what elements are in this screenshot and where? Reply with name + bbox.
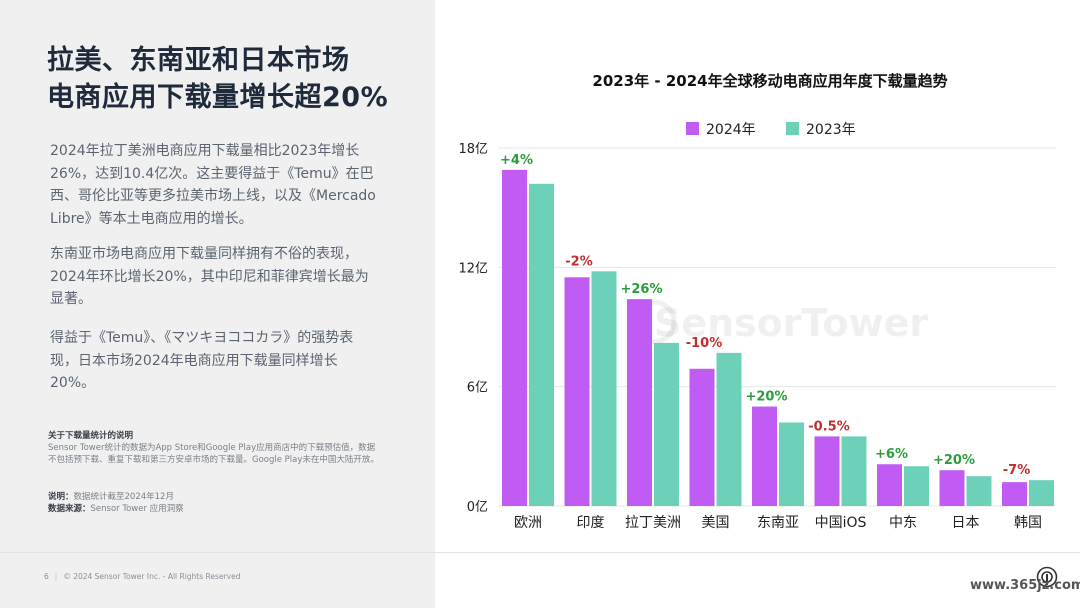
chart-watermark-text: SensorTower [654, 301, 929, 345]
bar-2024 [627, 299, 652, 506]
bar-2023 [966, 476, 992, 506]
x-category-label: 美国 [702, 515, 730, 531]
bar-2023 [654, 342, 679, 506]
left-panel [0, 0, 435, 608]
change-label: +26% [620, 282, 662, 297]
x-category-label: 韩国 [1014, 515, 1042, 531]
bar-2023 [1029, 480, 1054, 506]
x-category-label: 中国iOS [815, 515, 867, 531]
bar-2024 [1002, 482, 1027, 506]
bar-2024 [689, 368, 715, 506]
note-desc: 数据统计截至2024年12月 [73, 492, 174, 502]
bar-2023 [841, 436, 867, 506]
legend-label-2024: 2024年 [706, 122, 756, 138]
change-label: +20% [745, 390, 787, 405]
change-label: +20% [933, 453, 975, 468]
bar-2023 [779, 422, 804, 506]
change-label: -10% [686, 336, 723, 351]
chart-area: 2023年 - 2024年全球移动电商应用年度下载量趋势 2024年 2023年 0亿… [436, 0, 1080, 608]
x-category-label: 拉丁美洲 [625, 515, 681, 531]
change-label: +6% [875, 447, 908, 462]
x-category-label: 日本 [952, 515, 980, 531]
change-label: -2% [565, 254, 592, 269]
note-title: 关于下载量统计的说明 [48, 431, 134, 441]
legend-label-2023: 2023年 [806, 122, 856, 138]
title-line-2: 电商应用下载量增长超20% [47, 82, 389, 113]
y-tick-label: 12亿 [458, 261, 488, 276]
bar-2024 [502, 169, 527, 506]
note-body: Sensor Tower统计的数据为App Store和Google Play应… [48, 443, 379, 465]
bar-chart: 2023年 - 2024年全球移动电商应用年度下载量趋势 2024年 2023年 0亿… [458, 72, 1056, 531]
note-desc-label: 说明： [48, 492, 74, 502]
x-category-label: 中东 [889, 515, 917, 531]
bar-2024 [752, 406, 777, 506]
bar-2024 [814, 436, 840, 506]
page-title: 拉美、东南亚和日本市场 电商应用下载量增长超20% [47, 42, 427, 116]
x-category-label: 东南亚 [757, 515, 799, 531]
y-tick-label: 6亿 [467, 381, 488, 396]
sensor-tower-logo-icon [1036, 566, 1058, 588]
bar-2023 [529, 183, 554, 507]
bar-2024 [877, 464, 902, 506]
chart-title: 2023年 - 2024年全球移动电商应用年度下载量趋势 [592, 72, 947, 90]
bar-2023 [591, 271, 617, 506]
footer-divider [0, 552, 1080, 553]
change-label: -7% [1003, 463, 1030, 478]
change-label: +4% [500, 153, 533, 168]
paragraph-sea: 东南亚市场电商应用下载量同样拥有不俗的表现，2024年环比增长20%，其中印尼和… [50, 246, 369, 307]
x-category-label: 欧洲 [514, 515, 542, 531]
bar-2023 [716, 352, 742, 506]
paragraph-latam: 2024年拉丁美洲电商应用下载量相比2023年增长26%，达到10.4亿次。这主… [50, 143, 376, 227]
copyright: © 2024 Sensor Tower Inc. - All Rights Re… [63, 572, 241, 581]
site-watermark: www.365jz.com [970, 578, 1080, 593]
note-source: Sensor Tower 应用洞察 [90, 504, 184, 514]
x-category-label: 印度 [577, 515, 605, 531]
note-source-label: 数据来源： [48, 504, 91, 514]
paragraph-japan: 得益于《Temu》、《マツキヨココカラ》的强势表现，日本市场2024年电商应用下… [50, 330, 354, 391]
data-notes: 说明：数据统计截至2024年12月 数据来源：Sensor Tower 应用洞察 [48, 491, 380, 515]
bar-2023 [904, 466, 929, 506]
change-label: -0.5% [808, 419, 849, 434]
title-line-1: 拉美、东南亚和日本市场 [47, 45, 350, 76]
y-tick-label: 18亿 [458, 142, 488, 157]
legend-swatch-2024 [686, 122, 699, 135]
footer: 6 | © 2024 Sensor Tower Inc. - All Rights … [44, 572, 241, 581]
download-note: 关于下载量统计的说明 Sensor Tower统计的数据为App Store和G… [48, 430, 380, 466]
legend-swatch-2023 [786, 122, 799, 135]
bar-2024 [939, 470, 965, 506]
page-number: 6 [44, 572, 49, 581]
bar-2024 [564, 277, 590, 506]
y-tick-label: 0亿 [467, 500, 488, 515]
